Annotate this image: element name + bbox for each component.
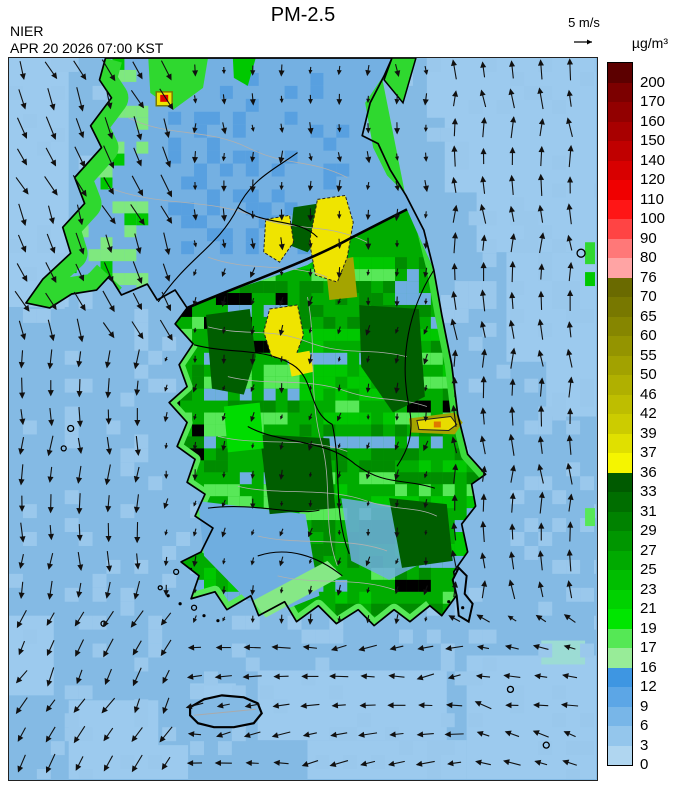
map-panel xyxy=(8,57,598,781)
colorbar-segment xyxy=(608,121,632,141)
colorbar: 200 170 160 150 140 120 110 100 90 80 76 70 65 60 55 50… xyxy=(607,62,665,772)
colorbar-segment xyxy=(608,706,632,726)
colorbar-segment xyxy=(608,492,632,512)
colorbar-segment xyxy=(608,687,632,707)
colorbar-segment xyxy=(608,297,632,317)
colorbar-segment xyxy=(608,589,632,609)
colorbar-segment xyxy=(608,609,632,629)
colorbar-segment xyxy=(608,550,632,570)
colorbar-segment xyxy=(608,414,632,434)
colorbar-segment xyxy=(608,648,632,668)
colorbar-segment xyxy=(608,336,632,356)
colorbar-segment xyxy=(608,453,632,473)
unit-label: µg/m³ xyxy=(631,35,668,51)
colorbar-segment xyxy=(608,531,632,551)
wind-scale-arrow-icon xyxy=(574,39,592,45)
colorbar-segment xyxy=(608,277,632,297)
wind-scale-label: 5 m/s xyxy=(568,15,600,30)
colorbar-segment xyxy=(608,160,632,180)
colorbar-segment xyxy=(608,628,632,648)
map-image xyxy=(9,58,596,779)
datetime-label: APR 20 2026 07:00 KST xyxy=(10,40,164,56)
colorbar-segment xyxy=(608,199,632,219)
colorbar-segment xyxy=(608,745,632,765)
colorbar-segment xyxy=(608,355,632,375)
colorbar-segment xyxy=(608,375,632,395)
colorbar-segment xyxy=(608,141,632,161)
colorbar-segment xyxy=(608,102,632,122)
page-title: PM-2.5 xyxy=(270,4,336,26)
colorbar-segment xyxy=(608,433,632,453)
colorbar-segment xyxy=(608,667,632,687)
colorbar-segment xyxy=(608,472,632,492)
colorbar-segment xyxy=(608,258,632,278)
colorbar-segment xyxy=(608,238,632,258)
agency-label: NIER xyxy=(10,23,44,39)
colorbar-segment xyxy=(608,180,632,200)
colorbar-segment xyxy=(608,570,632,590)
colorbar-segment xyxy=(608,63,632,83)
colorbar-segment xyxy=(608,511,632,531)
colorbar-segment xyxy=(608,394,632,414)
colorbar-segment xyxy=(608,726,632,746)
colorbar-segment xyxy=(608,316,632,336)
colorbar-segment xyxy=(608,82,632,102)
colorbar-segment xyxy=(608,219,632,239)
